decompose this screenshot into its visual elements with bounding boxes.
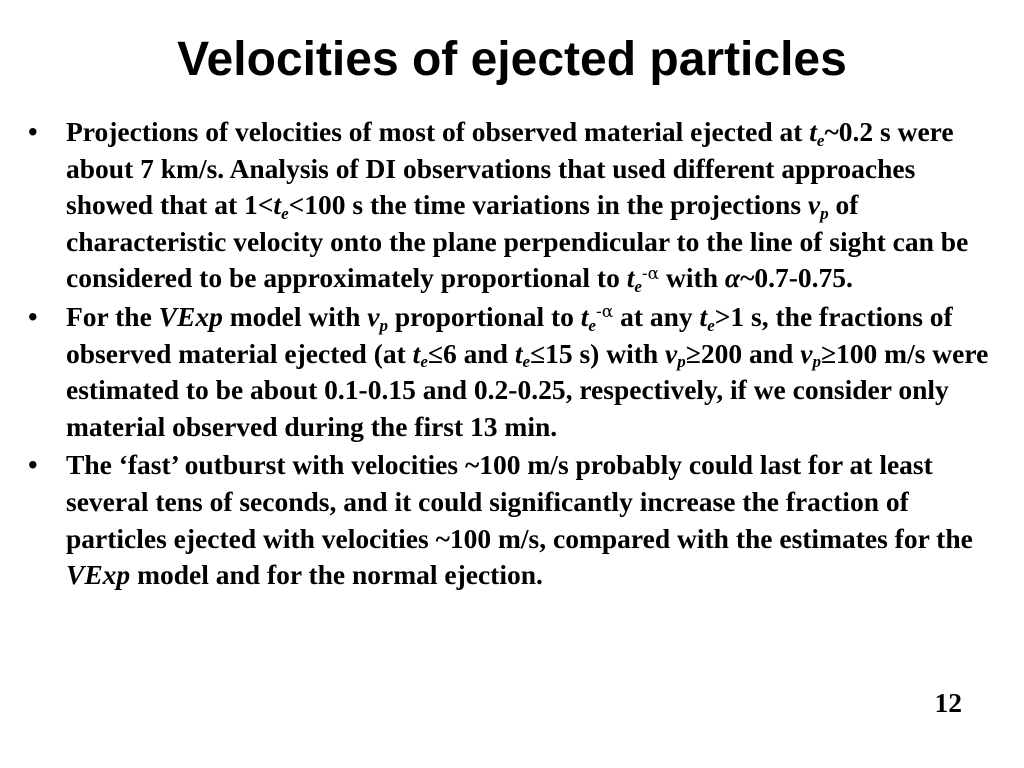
symbol-v: v (807, 189, 821, 221)
bullet-text: The ‘fast’ outburst with velocities ~100… (66, 447, 996, 593)
symbol-t: t (580, 300, 589, 332)
bullet-text: Projections of velocities of most of obs… (66, 114, 996, 297)
subscript-e: e (522, 352, 531, 372)
subscript-e: e (420, 352, 428, 372)
bullet-item-velocity-projections: • Projections of velocities of most of o… (28, 114, 996, 297)
symbol-t: t (626, 262, 635, 294)
subscript-e: e (634, 277, 642, 297)
text-run: at any (613, 300, 700, 332)
subscript-p: p (379, 315, 388, 335)
subscript-p: p (812, 352, 821, 372)
text-run: For the (66, 300, 159, 332)
bullet-text: For the VExp model with vp proportional … (66, 299, 996, 445)
text-run: >1 s, the fractions of observed material… (66, 300, 953, 369)
page-number: 12 (934, 687, 963, 718)
superscript-minus-alpha: -α (641, 263, 660, 284)
symbol-v: v (800, 337, 813, 369)
text-run: Projections of velocities of most of obs… (66, 116, 810, 147)
text-run: ~0.2 s were about 7 km/s. Analysis of DI… (66, 116, 954, 221)
symbol-t: t (514, 337, 523, 369)
subscript-e: e (816, 130, 825, 150)
text-run: proportional to (387, 300, 581, 332)
text-run: model with (222, 300, 368, 332)
text-run: ≥100 m/s were estimated to be about 0.1-… (66, 337, 989, 442)
subscript-e: e (707, 315, 715, 335)
symbol-t: t (412, 337, 421, 369)
superscript-minus-alpha: -α (595, 302, 614, 323)
symbol-v: v (665, 337, 678, 369)
model-name-vexp: VExp (66, 559, 131, 591)
bullet-list: • Projections of velocities of most of o… (28, 114, 996, 596)
symbol-t: t (809, 116, 817, 147)
symbol-t: t (699, 300, 708, 332)
text-run: ≤6 and (427, 337, 515, 369)
subscript-p: p (820, 203, 829, 223)
slide-title: Velocities of ejected particles (177, 33, 847, 86)
subscript-p: p (677, 352, 686, 372)
text-run: <100 s the time variations in the projec… (288, 189, 808, 221)
bullet-marker: • (28, 300, 38, 332)
text-run: ≥200 and (685, 337, 801, 369)
symbol-alpha: α (724, 262, 741, 294)
symbol-t: t (273, 189, 282, 221)
bullet-marker: • (28, 116, 38, 147)
model-name-vexp: VExp (158, 300, 223, 332)
text-run: of characteristic velocity onto the plan… (66, 189, 969, 294)
symbol-v: v (367, 300, 380, 332)
text-run: with (659, 262, 725, 294)
bullet-item-fast-outburst: • The ‘fast’ outburst with velocities ~1… (28, 447, 996, 593)
subscript-e: e (588, 315, 596, 335)
text-run: ~0.7-0.75. (740, 262, 853, 294)
text-run: The ‘fast’ outburst with velocities ~100… (66, 449, 973, 554)
subscript-e: e (281, 203, 289, 223)
bullet-marker: • (28, 449, 38, 481)
text-run: ≤15 s) with (530, 337, 666, 369)
text-run: model and for the normal ejection. (130, 559, 543, 591)
bullet-item-vexp-fractions: • For the VExp model with vp proportiona… (28, 299, 996, 445)
